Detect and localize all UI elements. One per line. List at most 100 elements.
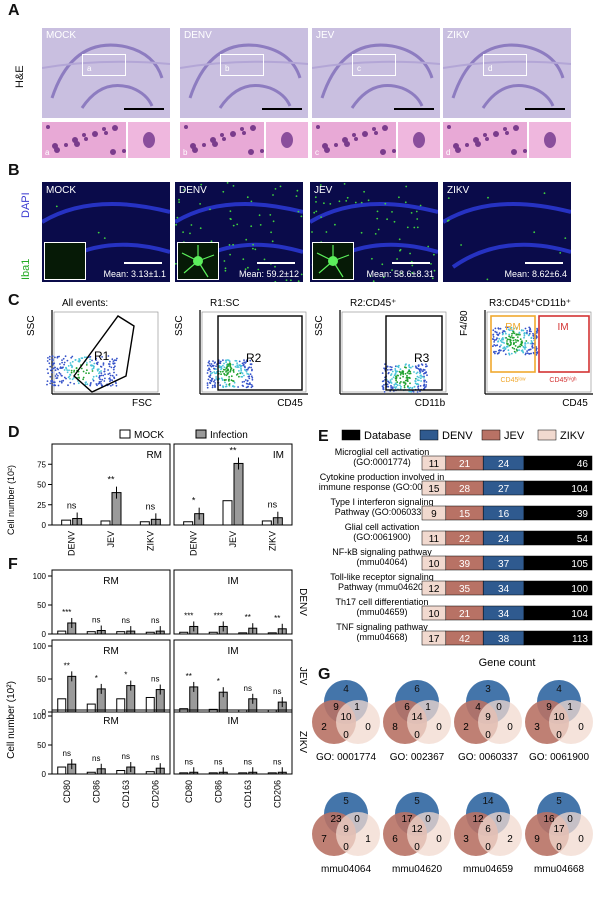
event-dot [229,370,231,373]
event-dot [526,331,528,334]
event-dot [116,357,118,360]
event-dot [108,372,111,375]
event-dot [59,373,62,375]
event-dot [510,335,513,337]
if-panel-title: ZIKV [447,185,470,196]
iba1-dot [384,202,387,205]
event-dot [100,370,102,372]
bar-mock [116,770,126,775]
nucleus-dot [210,137,216,143]
iba1-dot [250,200,253,203]
iba1-dot [410,212,413,214]
event-dot [241,381,244,383]
event-dot [526,350,528,352]
hippocampus-fissure [443,60,571,69]
event-dot [386,365,389,368]
event-dot [516,336,519,338]
event-dot [215,365,217,368]
scale-bar [257,262,295,264]
panel-label-g: G [318,666,331,683]
iba1-dot [400,272,403,275]
event-dot [415,366,417,369]
venn-bottom: 0 [485,730,491,741]
scale-bar [124,108,164,110]
x-axis-label: CD45 [562,398,588,408]
nucleus-dot [354,137,358,141]
event-dot [224,385,227,388]
iba1-dot [372,280,375,282]
event-dot [103,370,106,373]
event-dot [416,367,419,370]
iba1-dot [210,240,213,243]
event-dot [52,367,55,370]
event-dot [525,340,528,342]
venn-top: 5 [556,796,562,807]
event-dot [404,372,407,375]
y-tick-label: 50 [37,601,46,610]
event-dot [425,371,428,374]
event-dot [244,362,247,364]
event-dot [108,377,111,380]
event-dot [389,366,392,368]
event-dot [92,379,95,382]
event-dot [238,370,240,372]
sig-label: *** [184,611,193,620]
term-line-1: Th17 cell differentiation [336,597,429,607]
event-dot [522,351,525,354]
event-dot [71,360,74,363]
iba1-dot [103,237,106,239]
event-dot [104,373,106,376]
segment-value: 15 [428,484,440,495]
event-dot [251,376,254,379]
term-line-1: Glial cell activation [345,522,420,532]
iba1-dot [533,231,536,234]
bar-mock [179,772,189,775]
event-dot [101,356,103,358]
event-dot [390,384,392,387]
event-dot [511,346,514,349]
if-panel-zikv: ZIKV Mean: 8.62±6.4 [443,182,571,282]
segment-value: 34 [498,609,510,620]
iba1-dot [296,189,299,192]
scale-bar [525,108,565,110]
y-tick-label: 50 [37,741,46,750]
event-dot [493,350,495,353]
event-dot [230,375,233,378]
event-dot [532,342,534,345]
event-dot [399,382,401,384]
facet-frame [51,569,171,635]
dapi-band [175,202,303,224]
nucleus-dot [511,149,517,155]
event-dot [420,369,422,371]
event-dot [514,339,517,341]
event-dot [493,339,496,342]
event-dot [507,349,510,352]
event-dot [530,330,532,333]
event-dot [107,369,109,371]
event-dot [510,343,512,346]
nucleus-dot [316,125,320,129]
sig-label: ** [245,613,251,622]
event-dot [407,376,409,379]
iba1-dot [320,216,322,218]
event-dot [408,372,411,375]
category-label: CD80 [62,780,72,803]
event-dot [423,375,425,378]
roi-box [352,54,396,76]
event-dot [504,353,507,356]
nucleus-dot [52,143,58,149]
venn-left: 3 [463,834,469,845]
sig-label: * [124,671,127,680]
event-dot [49,382,52,385]
dapi-band [451,242,571,269]
event-dot [49,369,52,372]
event-dot [421,375,423,378]
event-dot [509,341,512,343]
event-dot [496,337,498,340]
event-dot [222,364,224,367]
segment-value: 11 [429,534,440,545]
event-dot [213,379,216,381]
iba1-dot [329,203,332,205]
venn-center: 10 [553,712,565,723]
event-dot [497,340,500,343]
